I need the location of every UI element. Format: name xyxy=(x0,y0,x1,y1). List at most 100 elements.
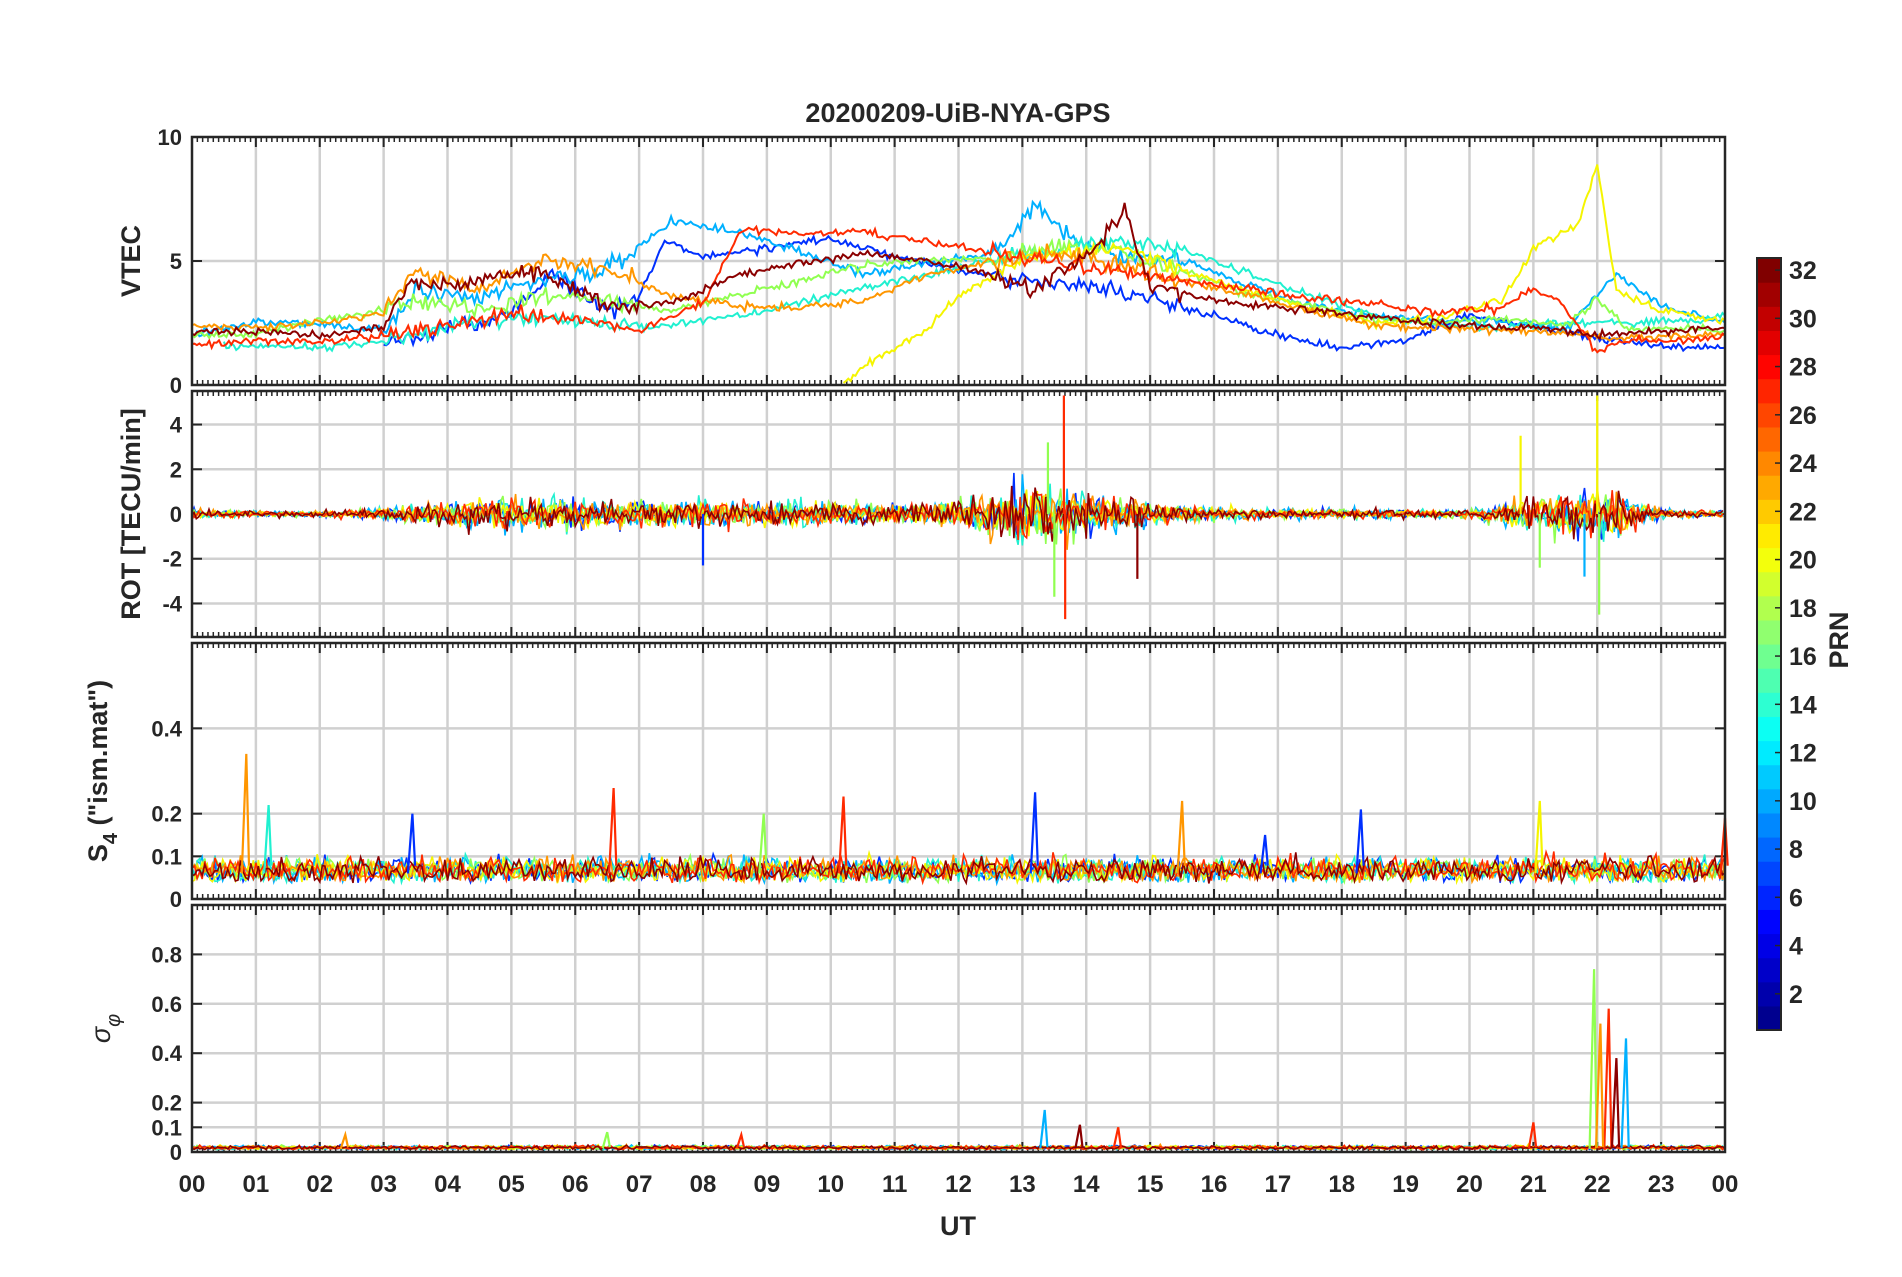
colorbar-swatch xyxy=(1757,426,1781,452)
y-axis-label: VTEC xyxy=(116,225,146,297)
spike xyxy=(1355,809,1365,874)
x-tick-label: 17 xyxy=(1265,1171,1292,1198)
x-tick-label: 14 xyxy=(1073,1171,1100,1198)
series-line-prn-20 xyxy=(842,164,1726,384)
spike xyxy=(1588,969,1598,1149)
colorbar-swatch xyxy=(1757,668,1781,693)
colorbar-tick-label: 32 xyxy=(1789,257,1817,285)
x-tick-label: 10 xyxy=(817,1171,844,1198)
y-tick-label: -2 xyxy=(162,547,182,572)
y-tick-label: 0 xyxy=(170,502,182,527)
y-tick-label: 10 xyxy=(158,125,182,150)
spike xyxy=(240,753,251,874)
panel-rot: -4 -2 0 2 4 ROT [TECU/min] xyxy=(116,389,1727,639)
colorbar-tick-label: 14 xyxy=(1789,691,1817,719)
series-line-7 xyxy=(191,852,1726,886)
panel-data-rot xyxy=(191,395,1724,620)
colorbar-tick-label: 30 xyxy=(1789,305,1817,333)
y-tick-label: 0.1 xyxy=(151,1115,182,1140)
colorbar-tick-label: 26 xyxy=(1789,402,1817,430)
x-tick-label: 07 xyxy=(626,1171,653,1198)
colorbar-tick-label: 18 xyxy=(1789,595,1817,623)
series-line-prn-23 xyxy=(191,243,1726,343)
colorbar-tick-label: 8 xyxy=(1789,836,1803,864)
spike xyxy=(1074,1124,1084,1149)
x-tick-label: 08 xyxy=(690,1171,717,1198)
colorbar-tick-label: 20 xyxy=(1789,547,1817,575)
colorbar-tick-label: 22 xyxy=(1789,498,1817,526)
colorbar-swatch xyxy=(1757,716,1781,742)
x-tick-label: 16 xyxy=(1201,1171,1228,1198)
panel-frame xyxy=(190,389,1727,639)
colorbar-tick-label: 4 xyxy=(1789,933,1803,961)
x-tick-label: 03 xyxy=(370,1171,397,1198)
spike xyxy=(1112,1127,1122,1149)
y-tick-label: 0.2 xyxy=(151,1091,182,1116)
x-tick-label: 21 xyxy=(1520,1171,1547,1198)
spike xyxy=(1527,1122,1538,1149)
spike xyxy=(339,1130,350,1149)
x-tick-label: 22 xyxy=(1584,1171,1611,1198)
colorbar-swatch xyxy=(1757,378,1781,404)
x-tick-label: 09 xyxy=(754,1171,781,1198)
x-tick-label: 23 xyxy=(1648,1171,1675,1198)
x-tick-label: 19 xyxy=(1392,1171,1419,1198)
y-tick-label: 2 xyxy=(170,457,182,482)
y-axis-label: S4 ("ism.mat") xyxy=(83,680,122,862)
panel-vtec: 0 5 10 VTEC xyxy=(116,125,1727,398)
y-axis-label: ROT [TECU/min] xyxy=(116,408,146,619)
y-tick-label: 0.8 xyxy=(151,942,182,967)
y-tick-label: 0.4 xyxy=(151,716,182,741)
colorbar-tick-label: 28 xyxy=(1789,354,1817,382)
panel-data-s4 xyxy=(191,753,1729,887)
series-line-7 xyxy=(191,1143,1726,1151)
x-tick-label: 06 xyxy=(562,1171,589,1198)
spike xyxy=(1610,1058,1621,1149)
colorbar-swatch xyxy=(1757,1005,1781,1031)
panel-frame xyxy=(190,903,1727,1154)
panel-sigma_phi: 00.10.2 0.4 0.6 0.8 σφ 00 01 02 03 04 05 06 07 08 09 10… xyxy=(86,903,1738,1198)
spike xyxy=(1259,834,1269,874)
colorbar-frame xyxy=(1756,257,1782,1031)
panel-frame xyxy=(190,135,1727,387)
spike xyxy=(1594,1023,1605,1149)
x-tick-label: 04 xyxy=(434,1171,461,1198)
y-tick-label: 0 xyxy=(170,1140,182,1165)
x-tick-label: 18 xyxy=(1328,1171,1355,1198)
spike xyxy=(608,788,618,874)
spike xyxy=(1176,800,1186,874)
y-axis-label: σφ xyxy=(86,1014,125,1043)
series-line-3 xyxy=(191,852,1726,885)
colorbar-swatch xyxy=(1757,861,1781,886)
x-tick-label: 00 xyxy=(179,1171,206,1198)
panel-data-sigma_phi xyxy=(191,969,1726,1151)
colorbar-tick-label: 12 xyxy=(1789,740,1817,768)
spike xyxy=(601,1131,611,1149)
colorbar-tick-label: 6 xyxy=(1789,884,1803,912)
y-tick-label: 0.2 xyxy=(151,802,182,827)
series-line-7 xyxy=(191,485,1724,542)
x-tick-label: 05 xyxy=(498,1171,525,1198)
y-tick-label: 0.6 xyxy=(151,992,182,1017)
panel-frame xyxy=(190,641,1727,901)
x-tick-label: 02 xyxy=(306,1171,333,1198)
colorbar-swatch xyxy=(1757,909,1781,935)
y-tick-label: 5 xyxy=(170,249,182,274)
x-axis-label: UT xyxy=(940,1211,976,1241)
colorbar-swatch xyxy=(1757,523,1781,549)
colorbar-swatch xyxy=(1757,282,1781,307)
spike xyxy=(1603,1008,1613,1149)
colorbar-swatch xyxy=(1757,957,1781,983)
colorbar-tick-label: 24 xyxy=(1789,450,1817,478)
y-tick-label: 0.4 xyxy=(151,1041,182,1066)
series-line-prn-27 xyxy=(191,224,1726,354)
y-tick-label: 4 xyxy=(170,413,183,438)
colorbar-swatch xyxy=(1757,571,1781,597)
colorbar-swatch xyxy=(1757,330,1781,356)
spike xyxy=(758,813,768,874)
colorbar-swatch xyxy=(1757,764,1781,790)
